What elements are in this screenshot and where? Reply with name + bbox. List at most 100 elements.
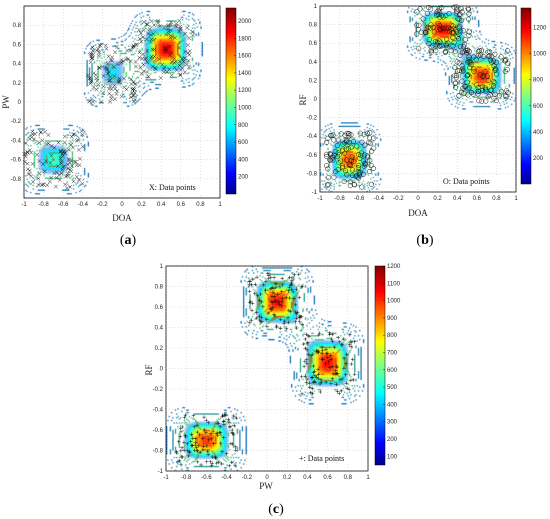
data-point — [97, 43, 102, 48]
data-point — [416, 22, 422, 28]
data-point — [157, 57, 162, 62]
data-point — [344, 172, 350, 178]
data-point — [274, 325, 279, 329]
data-point — [427, 25, 434, 31]
data-point — [428, 6, 434, 12]
x-tick-label: 0.6 — [177, 202, 186, 208]
colorbar-tick-label: 400 — [238, 157, 249, 163]
y-tick-label: 0.2 — [13, 81, 22, 87]
data-point — [137, 50, 142, 55]
data-point — [97, 65, 102, 70]
data-point — [257, 318, 262, 322]
data-point — [469, 90, 475, 96]
y-tick-label: 0.8 — [309, 23, 318, 29]
data-point — [465, 6, 472, 13]
panel-a-legend-box — [146, 181, 216, 193]
data-point — [315, 375, 319, 380]
data-point — [25, 167, 30, 172]
data-point — [320, 345, 324, 349]
data-point — [448, 22, 455, 28]
data-point — [287, 275, 292, 280]
data-point — [278, 285, 282, 289]
data-point — [71, 179, 76, 184]
x-tick-label: -1 — [317, 196, 323, 202]
x-tick-label: 0.6 — [473, 196, 482, 202]
data-point — [35, 152, 40, 157]
data-point — [234, 416, 239, 420]
data-point — [228, 424, 232, 429]
data-point — [471, 68, 477, 74]
data-point — [197, 433, 202, 437]
data-point — [59, 171, 64, 176]
data-point — [58, 156, 63, 161]
data-point — [186, 58, 191, 63]
data-point — [324, 352, 329, 356]
data-point — [147, 27, 152, 32]
data-point — [214, 461, 219, 465]
data-point — [167, 67, 172, 72]
data-point — [340, 343, 344, 347]
data-point — [476, 88, 482, 95]
data-point — [480, 74, 486, 80]
data-point — [369, 148, 375, 154]
data-point — [461, 44, 467, 50]
x-tick-label: -0.2 — [242, 475, 253, 481]
data-point — [131, 44, 136, 49]
data-point — [361, 131, 367, 137]
data-point — [416, 46, 422, 52]
data-point — [226, 417, 231, 422]
data-point — [437, 26, 443, 32]
data-point — [310, 391, 315, 396]
x-tick-label: -1 — [21, 202, 27, 208]
data-point — [358, 152, 364, 158]
x-tick-label: 0.2 — [433, 196, 442, 202]
data-point — [182, 440, 186, 445]
colorbar-tick-label: 700 — [387, 351, 398, 357]
data-point — [141, 28, 146, 33]
data-point — [465, 5, 471, 12]
panel-b-xlabel: DOA — [408, 208, 428, 218]
data-point — [74, 174, 79, 179]
data-point — [221, 435, 226, 440]
colorbar-tick-label: 300 — [387, 420, 398, 426]
data-point — [178, 434, 183, 439]
data-point — [344, 361, 348, 366]
data-point — [188, 439, 193, 444]
data-point — [187, 36, 192, 41]
data-point — [330, 364, 335, 369]
data-point — [158, 76, 163, 80]
colorbar-tick-label: 1000 — [533, 52, 547, 58]
data-point — [172, 35, 177, 40]
colorbar-tick-label: 200 — [533, 156, 544, 162]
data-point — [176, 459, 180, 464]
data-point — [67, 160, 72, 165]
data-point — [201, 448, 205, 452]
data-point — [291, 276, 295, 280]
data-point — [145, 31, 150, 36]
data-point — [351, 378, 356, 382]
data-point — [23, 154, 28, 159]
data-point — [466, 48, 472, 54]
data-point — [112, 97, 117, 102]
data-point — [145, 70, 150, 75]
data-point — [286, 288, 291, 293]
data-point — [428, 44, 434, 50]
data-point — [456, 16, 462, 22]
data-point — [324, 347, 328, 352]
data-point — [254, 310, 259, 315]
data-point — [49, 143, 54, 148]
data-point — [30, 161, 35, 166]
data-point — [338, 158, 344, 164]
data-point — [327, 151, 333, 157]
data-point — [318, 390, 323, 394]
data-point — [62, 134, 67, 139]
data-point — [319, 377, 323, 382]
data-point — [417, 6, 423, 12]
x-tick-label: 0.4 — [453, 196, 462, 202]
data-point — [215, 421, 220, 425]
data-point — [112, 83, 117, 88]
data-point — [300, 284, 304, 289]
data-point — [145, 48, 150, 53]
data-point — [349, 344, 353, 349]
data-point — [172, 65, 177, 70]
